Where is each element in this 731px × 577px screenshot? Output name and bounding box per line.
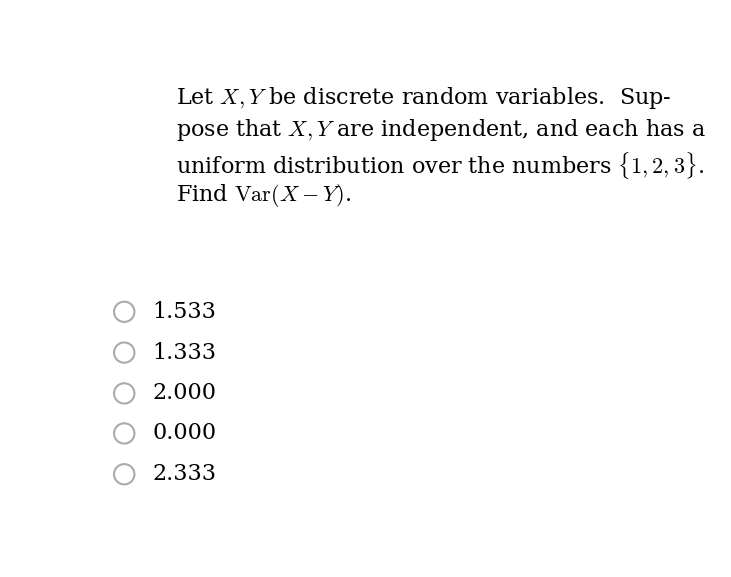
- Text: Let $X, Y$ be discrete random variables.  Sup-: Let $X, Y$ be discrete random variables.…: [176, 85, 672, 111]
- Text: uniform distribution over the numbers $\{1, 2, 3\}$.: uniform distribution over the numbers $\…: [176, 149, 705, 181]
- Text: 2.000: 2.000: [153, 383, 216, 404]
- Text: 0.000: 0.000: [153, 422, 216, 444]
- Text: pose that $X, Y$ are independent, and each has a: pose that $X, Y$ are independent, and ea…: [176, 117, 706, 143]
- Text: 1.333: 1.333: [153, 342, 216, 364]
- Text: 1.533: 1.533: [153, 301, 216, 323]
- Text: 2.333: 2.333: [153, 463, 216, 485]
- Text: Find $\mathrm{Var}(X - Y)$.: Find $\mathrm{Var}(X - Y)$.: [176, 182, 352, 209]
